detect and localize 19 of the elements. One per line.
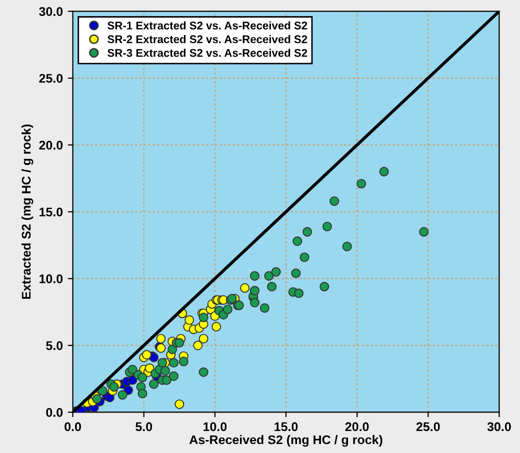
legend-label: SR-3 Extracted S2 vs. As-Received S2 (108, 48, 308, 57)
x-tick-label: 25.0 (416, 422, 440, 432)
y-tick-label: 0.0 (46, 408, 63, 417)
y-axis-title: Extracted S2 (mg HC / g rock) (21, 124, 34, 299)
legend-label: SR-2 Extracted S2 vs. As-Received S2 (108, 35, 308, 44)
x-tick-label: 30.0 (487, 422, 511, 432)
y-tick-label: 10.0 (40, 274, 63, 284)
x-tick-label: 5.0 (136, 422, 152, 432)
x-tick-label: 20.0 (345, 422, 369, 432)
x-tick-label: 0.0 (64, 422, 81, 432)
x-axis-title: As-Received S2 (mg HC / g rock) (189, 434, 382, 447)
y-tick-label: 5.0 (46, 341, 63, 350)
x-tick-label: 10.0 (204, 422, 227, 432)
y-tick-label: 25.0 (39, 74, 63, 83)
x-tick-label: 15.0 (274, 422, 298, 432)
y-tick-label: 15.0 (40, 208, 63, 216)
y-tick-label: 30.0 (39, 7, 63, 16)
y-tick-label: 20.0 (39, 140, 63, 150)
legend-label: SR-1 Extracted S2 vs. As-Received S2 (108, 21, 308, 30)
